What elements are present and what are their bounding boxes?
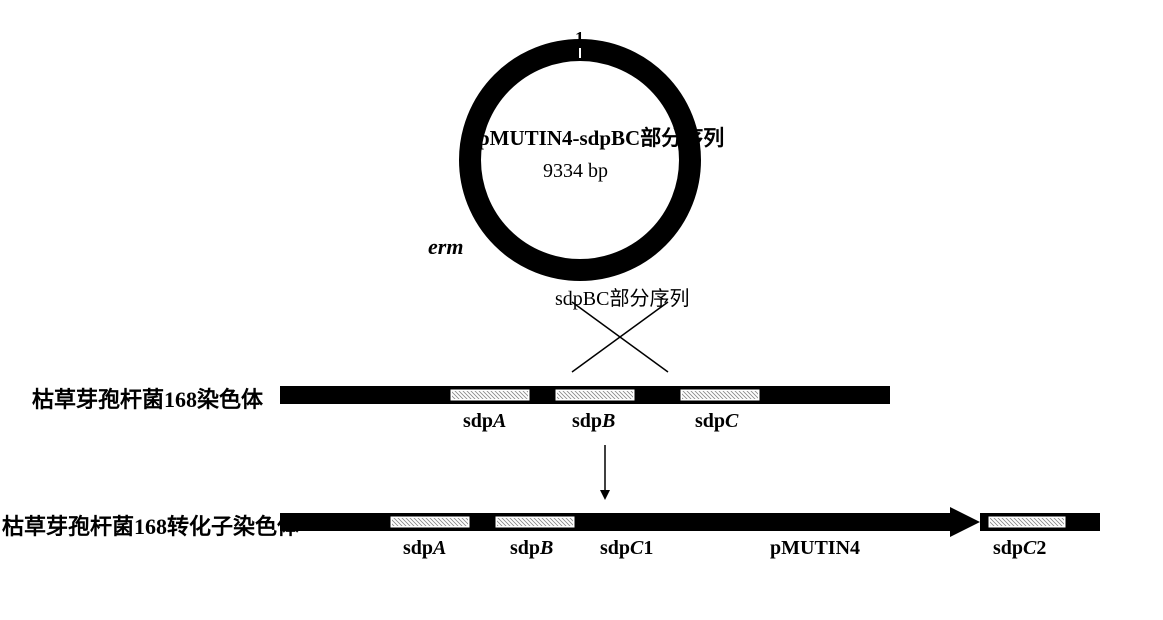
gene-sdpc1: sdpC1 (600, 537, 653, 560)
plasmid-origin-label: 1 (575, 28, 584, 49)
gene-sdpc2: sdpC2 (993, 537, 1046, 560)
chromosome2-label: 枯草芽孢杆菌168转化子染色体 (2, 509, 299, 541)
sdpbc-fragment-text: sdpBC部分序列 (555, 288, 689, 310)
gene-sdpa-1: sdpA (463, 410, 506, 433)
chromosome2-bar (280, 507, 1100, 537)
insert-pmutin4: pMUTIN4 (770, 537, 860, 560)
erm-label: erm (428, 234, 463, 260)
crossover-x (572, 302, 668, 372)
plasmid-name: pMUTIN4-sdpBC部分序列 (478, 122, 724, 152)
plasmid-size: 9334 bp (543, 160, 608, 183)
down-arrow (600, 445, 610, 500)
chromosome1-bar (280, 386, 890, 404)
gene-sdpb-2: sdpB (510, 537, 553, 560)
gene-sdpc-1: sdpC (695, 410, 738, 433)
gene-sdpb-1: sdpB (572, 410, 615, 433)
sdpbc-fragment-label: sdpBC部分序列 (555, 282, 689, 311)
chromosome1-label: 枯草芽孢杆菌168染色体 (32, 382, 263, 414)
gene-sdpa-2: sdpA (403, 537, 446, 560)
